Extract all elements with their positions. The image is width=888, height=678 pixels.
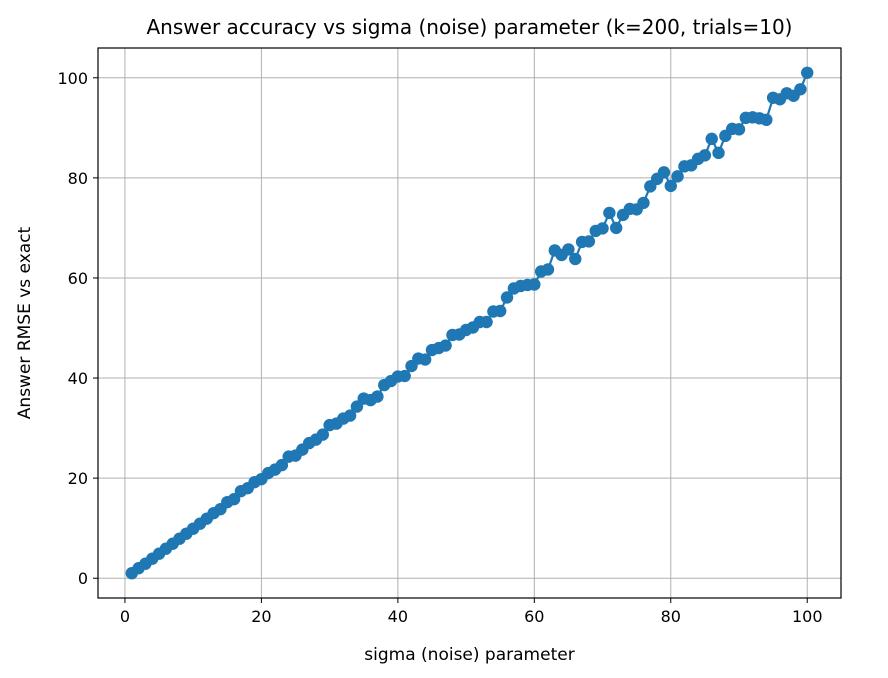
y-tick-label: 80 [68,169,88,188]
data-point [801,66,814,79]
data-point [705,132,718,146]
y-tick-label: 60 [68,269,88,288]
data-point [480,315,493,329]
x-axis-label: sigma (noise) parameter [364,645,574,665]
data-point [343,409,357,422]
data-point [541,263,555,276]
data-point [671,170,684,183]
data-point [371,390,384,403]
data-point [664,179,677,193]
data-point [794,83,807,96]
grid [98,48,841,598]
chart-title: Answer accuracy vs sigma (noise) paramet… [147,15,793,39]
y-tick-label: 20 [68,469,88,488]
data-point [569,252,582,266]
data-point [398,369,411,383]
data-point [562,243,575,256]
ticks: 0 20 40 60 80 100 0 20 40 60 80 100 [57,69,822,626]
x-tick-label: 0 [120,607,130,626]
y-axis-label: Answer RMSE vs exact [15,226,35,419]
x-tick-label: 40 [388,607,408,626]
data-point [760,113,773,127]
y-tick-label: 100 [57,69,88,88]
x-tick-label: 20 [251,607,271,626]
data-point [582,235,596,248]
data-point [418,353,432,366]
data-point [494,304,507,318]
y-tick-label: 0 [78,569,88,588]
data-point [500,291,514,304]
data-point [603,206,616,220]
data-point [596,222,609,235]
data-point [439,339,452,352]
data-point [316,428,330,441]
data-point [275,458,289,472]
x-tick-label: 60 [524,607,544,626]
x-tick-label: 80 [661,607,681,626]
data-point [712,146,725,160]
x-tick-label: 100 [792,607,823,626]
data-point [732,123,746,136]
y-tick-label: 40 [68,369,88,388]
plot-frame [97,47,842,599]
data-point [657,166,671,179]
data-series [125,66,814,580]
data-point [609,221,623,235]
data-point [698,149,712,162]
data-point [528,278,541,291]
data-point [637,196,650,210]
